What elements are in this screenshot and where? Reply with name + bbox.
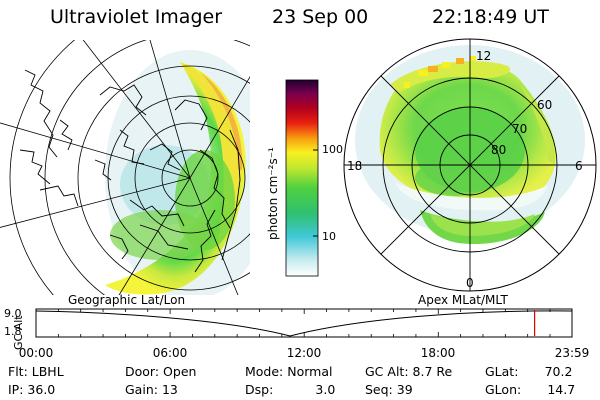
observation-time: 22:18:49 UT — [432, 6, 549, 28]
mlt-label-18: 18 — [347, 159, 362, 173]
meta-ip-label: IP: — [8, 382, 24, 397]
timeline-tick-0600: 06:00 — [153, 346, 188, 360]
meta-glat-label: GLat: — [485, 364, 519, 379]
mlt-label-6: 6 — [575, 159, 583, 173]
meta-filter-label: Flt: — [8, 364, 28, 379]
meta-seq-value: 39 — [396, 382, 413, 397]
timeline-tick-1800: 18:00 — [421, 346, 456, 360]
meta-glon: GLon: 14.7 — [485, 382, 575, 397]
meta-gc-alt-value: 8.7 Re — [412, 364, 453, 379]
meta-gc-alt: GC Alt: 8.7 Re — [365, 364, 452, 379]
mlat-label-60: 60 — [537, 98, 552, 112]
meta-gain-value: 13 — [161, 382, 178, 397]
right-panel-caption: Apex MLat/MLT — [418, 293, 508, 307]
timeline-tick-2359: 23:59 — [555, 346, 590, 360]
timeline-axis-label: GC Alt — [12, 315, 25, 350]
meta-mode-label: Mode: — [245, 364, 284, 379]
colorbar-tick-100: 100 — [322, 143, 343, 156]
meta-filter: Flt: LBHL — [8, 364, 64, 379]
meta-glat: GLat: 70.2 — [485, 364, 572, 379]
meta-door-label: Door: — [125, 364, 160, 379]
meta-glon-value: 14.7 — [547, 382, 576, 397]
apex-polar-plot: 12 6 0 18 60 70 80 — [343, 38, 597, 292]
meta-door: Door: Open — [125, 364, 196, 379]
mlt-label-0: 0 — [466, 276, 474, 290]
meta-gc-alt-label: GC Alt: — [365, 364, 409, 379]
meta-ip-value: 36.0 — [27, 382, 56, 397]
mlat-label-80: 80 — [491, 143, 506, 157]
colorbar: 100 10 photon cm⁻²s⁻¹ — [266, 79, 343, 277]
instrument-title: Ultraviolet Imager — [50, 6, 223, 28]
meta-ip: IP: 36.0 — [8, 382, 55, 397]
meta-glon-label: GLon: — [485, 382, 522, 397]
colorbar-unit-label: photon cm⁻²s⁻¹ — [266, 147, 280, 240]
meta-mode: Mode: Normal — [245, 364, 333, 379]
geographic-globe-projection — [0, 40, 250, 295]
timeline-tick-1200: 12:00 — [287, 346, 322, 360]
meta-door-value: Open — [163, 364, 197, 379]
meta-glat-value: 70.2 — [544, 364, 573, 379]
meta-seq-label: Seq: — [365, 382, 393, 397]
left-panel-caption: Geographic Lat/Lon — [68, 293, 185, 307]
meta-dsp-label: Dsp: — [245, 382, 274, 397]
meta-dsp-value: 3.0 — [315, 382, 336, 397]
mlat-label-70: 70 — [512, 122, 527, 136]
meta-seq: Seq: 39 — [365, 382, 413, 397]
meta-dsp: Dsp: 3.0 — [245, 382, 335, 397]
timeline-tick-0000: 00:00 — [19, 346, 54, 360]
colorbar-tick-10: 10 — [322, 230, 336, 243]
mlt-label-12: 12 — [476, 49, 491, 63]
meta-mode-value: Normal — [287, 364, 333, 379]
meta-gain: Gain: 13 — [125, 382, 178, 397]
observation-date: 23 Sep 00 — [272, 6, 369, 28]
meta-filter-value: LBHL — [31, 364, 64, 379]
meta-gain-label: Gain: — [125, 382, 158, 397]
altitude-timeline: GC Alt 9.0 1.8 00:00 06:00 12:00 18:00 2… — [4, 307, 589, 360]
timeline-high-label: 9.0 — [4, 307, 22, 320]
timeline-low-label: 1.8 — [4, 325, 22, 338]
